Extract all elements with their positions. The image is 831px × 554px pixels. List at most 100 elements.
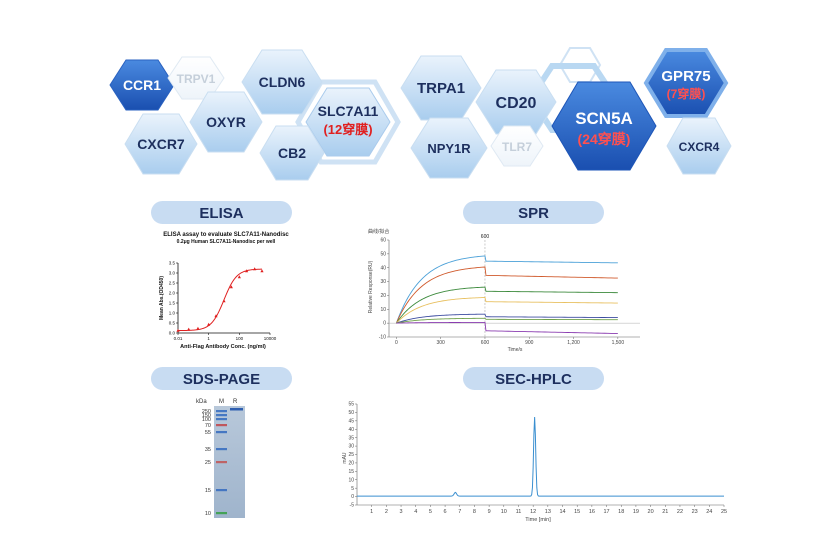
section-pill-spr: SPR (463, 201, 604, 224)
elisa-xlabel: Anti-Flag Antibody Conc. (ng/ml) (180, 344, 266, 350)
sec-y-tick-label: 55 (348, 402, 354, 408)
gel-marker-label: 25 (205, 460, 211, 466)
sec-x-tick-label: 15 (574, 509, 580, 515)
hex-label: OXYR (206, 114, 246, 130)
elisa-data-point (237, 275, 241, 279)
hex-label: CD20 (496, 95, 537, 112)
hex-label: TRPA1 (417, 80, 465, 97)
sec-x-tick-label: 5 (429, 509, 432, 515)
hex-sublabel: (7穿膜) (667, 86, 706, 101)
gel-lane-m-header: M (219, 399, 224, 405)
gel-marker-label: 55 (205, 430, 211, 436)
spr-sensorgram-series (396, 313, 618, 324)
sec-x-tick-label: 9 (488, 509, 491, 515)
gel-marker-band (216, 424, 227, 427)
elisa-data-point (253, 267, 257, 271)
svg-text:ELISA: ELISA (199, 205, 243, 222)
spr-sensorgram-series (395, 266, 618, 324)
hex-label: CLDN6 (259, 74, 306, 90)
gel-marker-band (216, 410, 227, 413)
sec-x-tick-label: 6 (444, 509, 447, 515)
hex-label: TLR7 (502, 140, 532, 154)
sec-x-tick-label: 13 (545, 509, 551, 515)
sec-x-tick-label: 18 (618, 509, 624, 515)
sec-y-tick-label: 35 (348, 435, 354, 441)
sec-x-tick-label: 1 (370, 509, 373, 515)
sec-x-tick-label: 22 (677, 509, 683, 515)
elisa-x-tick-label: 1 (207, 336, 210, 341)
elisa-y-tick-label: 2.0 (169, 291, 176, 296)
sec-y-tick-label: 50 (348, 410, 354, 416)
sec-x-tick-label: 4 (414, 509, 417, 515)
gel-marker-band (216, 512, 227, 515)
hex-label: CXCR4 (679, 140, 720, 154)
hex-scn5a: SCN5A (24穿膜) (551, 81, 657, 171)
elisa-data-point (196, 326, 200, 330)
hex-sublabel: (12穿膜) (323, 122, 372, 137)
sec-y-tick-label: 20 (348, 461, 354, 467)
elisa-y-tick-label: 0.5 (169, 321, 176, 326)
gel-marker-band (216, 414, 227, 417)
elisa-data-point (207, 322, 211, 326)
gel-marker-band (216, 448, 227, 451)
elisa-chart: ELISA assay to evaluate SLC7A11-Nanodisc… (159, 232, 289, 350)
hex-cldn6: CLDN6 (241, 49, 323, 115)
gel-marker-label: 100 (202, 417, 211, 423)
sec-x-tick-label: 23 (692, 509, 698, 515)
sec-ylabel: mAU (342, 452, 348, 464)
gel-marker-band (216, 431, 227, 434)
sec-y-tick-label: 30 (348, 444, 354, 450)
elisa-x-tick-label: 10000 (264, 336, 277, 341)
gel-lane-r-header: R (233, 399, 238, 405)
elisa-y-tick-label: 3.5 (169, 261, 176, 266)
sec-xlabel: Time [min] (525, 517, 551, 523)
elisa-x-tick-label: 0.01 (174, 336, 183, 341)
sec-x-tick-label: 17 (603, 509, 609, 515)
sec-x-tick-label: 16 (589, 509, 595, 515)
elisa-data-point (245, 269, 249, 273)
hex-label: SCN5A (575, 109, 633, 128)
spr-x-tick-label: 300 (437, 340, 446, 346)
sec-x-tick-label: 10 (501, 509, 507, 515)
hex-npy1r: NPY1R (410, 117, 488, 179)
gel-marker-label: 10 (205, 511, 211, 517)
section-pill-sec-hplc: SEC-HPLC (463, 367, 604, 390)
elisa-data-point (187, 327, 191, 331)
hex-label: CB2 (278, 145, 306, 161)
spr-y-tick-label: 60 (380, 238, 386, 244)
spr-xlabel: Time/s (508, 347, 523, 353)
spr-sensorgram-series (395, 255, 618, 324)
elisa-data-point (229, 285, 233, 289)
spr-x-tick-label: 600 (481, 340, 490, 346)
hex-sublabel: (24穿膜) (578, 131, 631, 147)
svg-text:SEC-HPLC: SEC-HPLC (495, 371, 572, 388)
hex-slc7a11: SLC7A11 (12穿膜) (305, 87, 391, 157)
gel-marker-label: 250 (202, 409, 211, 415)
hex-tlr7: TLR7 (490, 125, 544, 167)
gel-marker-band (216, 461, 227, 464)
hex-label: NPY1R (427, 141, 471, 156)
sec-y-tick-label: 10 (348, 477, 354, 483)
elisa-x-tick-label: 100 (236, 336, 244, 341)
hex-cxcr7: CXCR7 (124, 113, 198, 175)
section-pill-elisa: ELISA (151, 201, 292, 224)
elisa-ylabel: Mean Abs.(OD450) (159, 276, 165, 320)
elisa-y-tick-label: 1.0 (169, 311, 176, 316)
section-pill-sds-page: SDS-PAGE (151, 367, 292, 390)
gel-kda-header: kDa (196, 399, 207, 405)
sec-x-tick-label: 14 (559, 509, 565, 515)
elisa-data-point (214, 314, 218, 318)
elisa-y-tick-label: 2.5 (169, 281, 176, 286)
spr-x-tick-label: 1,200 (567, 340, 580, 346)
hex-label: SLC7A11 (318, 103, 379, 119)
sec-hplc-chart: mAU Time [min] -505101520253035404550551… (342, 402, 727, 523)
elisa-y-tick-label: 1.5 (169, 301, 176, 306)
spr-y-tick-label: 50 (380, 251, 386, 257)
sec-x-tick-label: 25 (721, 509, 727, 515)
hex-label: TRPV1 (177, 72, 216, 86)
spr-y-tick-label: 30 (380, 279, 386, 285)
sec-x-tick-label: 8 (473, 509, 476, 515)
spr-y-tick-label: 0 (383, 321, 386, 327)
svg-text:SPR: SPR (518, 205, 549, 222)
